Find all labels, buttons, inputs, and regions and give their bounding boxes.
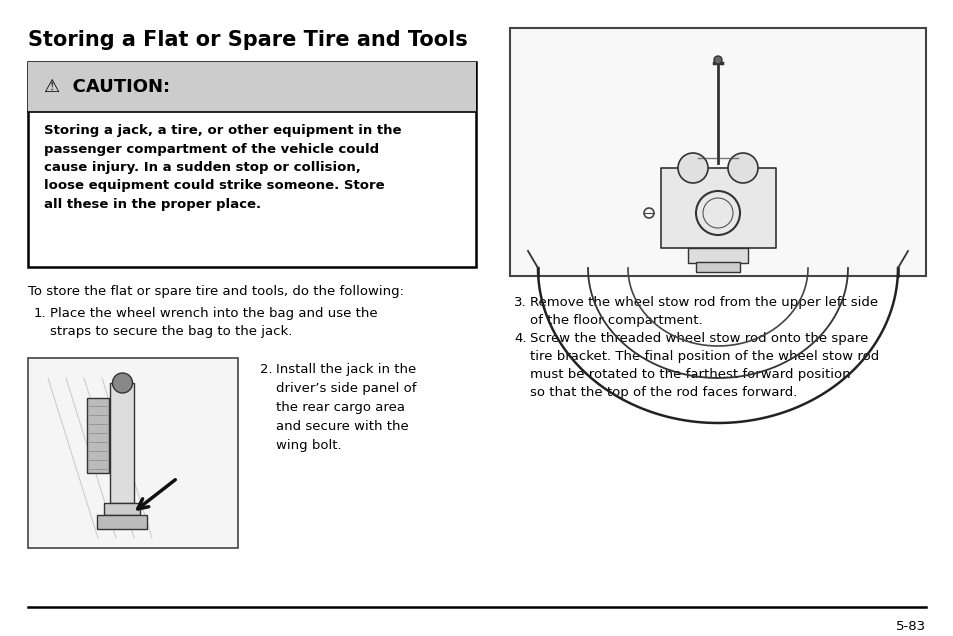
Text: 2.: 2. (260, 363, 273, 376)
Circle shape (678, 153, 707, 183)
Text: To store the flat or spare tire and tools, do the following:: To store the flat or spare tire and tool… (28, 285, 403, 298)
Text: Screw the threaded wheel stow rod onto the spare
tire bracket. The final positio: Screw the threaded wheel stow rod onto t… (530, 332, 879, 399)
Bar (97, 515, 148, 529)
Text: Storing a Flat or Spare Tire and Tools: Storing a Flat or Spare Tire and Tools (28, 30, 467, 50)
Bar (510, 28, 925, 276)
Bar (696, 262, 740, 272)
Text: 1.: 1. (34, 307, 47, 320)
Bar (28, 62, 476, 267)
Text: 4.: 4. (514, 332, 526, 345)
Circle shape (713, 56, 721, 64)
Circle shape (112, 373, 132, 393)
Text: Storing a jack, a tire, or other equipment in the
passenger compartment of the v: Storing a jack, a tire, or other equipme… (44, 124, 401, 211)
Bar (88, 398, 110, 473)
Bar (660, 168, 775, 248)
Bar (111, 383, 134, 503)
Bar (687, 248, 747, 263)
Text: Install the jack in the
driver’s side panel of
the rear cargo area
and secure wi: Install the jack in the driver’s side pa… (275, 363, 416, 452)
Bar (28, 62, 476, 112)
Text: ⚠  CAUTION:: ⚠ CAUTION: (44, 78, 170, 96)
Text: 5-83: 5-83 (895, 620, 925, 633)
Bar (105, 503, 140, 515)
Text: Remove the wheel stow rod from the upper left side
of the floor compartment.: Remove the wheel stow rod from the upper… (530, 296, 877, 327)
Text: Place the wheel wrench into the bag and use the
straps to secure the bag to the : Place the wheel wrench into the bag and … (50, 307, 377, 338)
Bar (28, 358, 237, 548)
Circle shape (727, 153, 758, 183)
Text: 3.: 3. (514, 296, 526, 309)
